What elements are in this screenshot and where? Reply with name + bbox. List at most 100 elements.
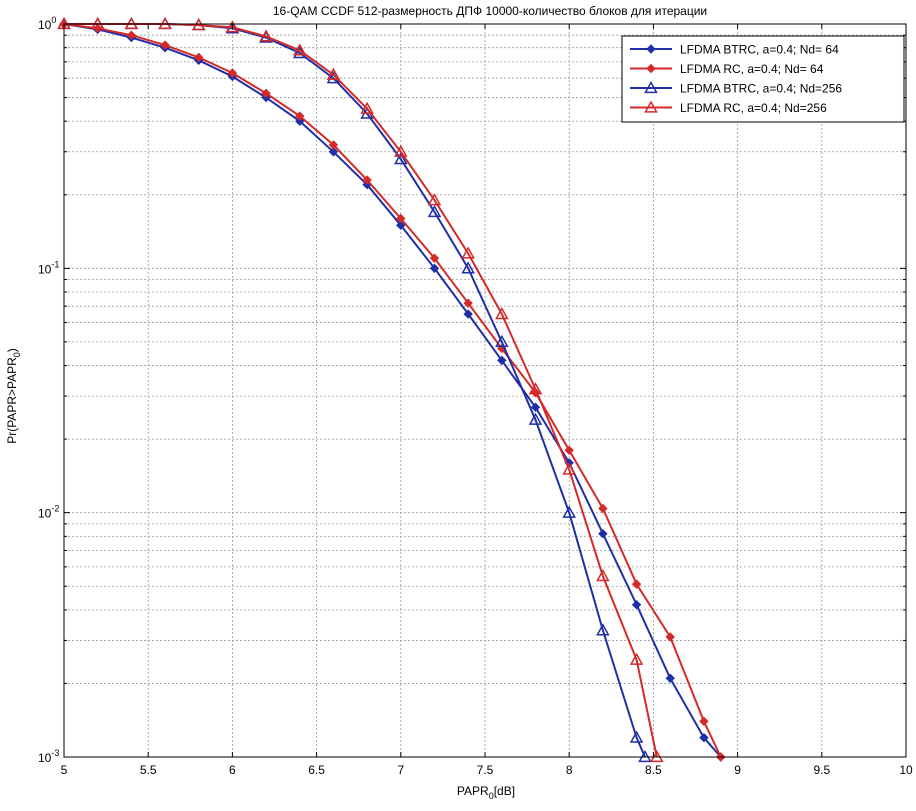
data-point (292, 43, 307, 56)
y-tick-exponent: -3 (51, 748, 59, 758)
x-axis-label: PAPR0[dB] (457, 784, 515, 801)
data-point (631, 600, 642, 610)
data-point (126, 30, 137, 40)
y-tick-label: 10-3 (38, 748, 59, 765)
legend-marker (646, 63, 656, 74)
y-tick-label: 100 (38, 15, 56, 32)
x-tick-label: 6 (229, 763, 236, 777)
y-axis-label-close: ) (5, 348, 19, 352)
data-point (530, 402, 541, 412)
y-axis-label-sub: 0 (12, 352, 22, 357)
y-tick-base: 10 (38, 751, 52, 765)
x-tick-label: 9.5 (813, 763, 830, 777)
legend-entry: LFDMA BTRC, a=0.4; Nd= 64 (630, 43, 839, 57)
data-point (194, 52, 204, 63)
data-point (328, 147, 339, 157)
data-point (665, 673, 675, 683)
data-point (564, 445, 574, 456)
legend-marker (644, 80, 658, 94)
x-tick-label: 9 (734, 763, 741, 777)
legend-label: LFDMA BTRC, a=0.4; Nd= 64 (680, 43, 839, 57)
data-point (497, 355, 507, 366)
data-point (598, 503, 608, 514)
data-point (427, 204, 442, 218)
data-point (124, 16, 139, 30)
data-point (629, 730, 644, 743)
data-point (259, 29, 273, 42)
data-point (328, 140, 339, 150)
data-point (191, 18, 206, 31)
data-point (598, 529, 608, 539)
x-tick-label: 7.5 (477, 763, 494, 777)
series-2 (59, 19, 726, 762)
data-point (160, 40, 170, 50)
y-tick-base: 10 (38, 507, 52, 521)
x-tick-label: 5 (61, 763, 68, 777)
y-tick-base: 10 (38, 18, 52, 32)
data-point (394, 152, 408, 165)
data-point (360, 101, 374, 114)
y-tick-exponent: -2 (51, 504, 59, 514)
data-point (429, 263, 440, 274)
data-point (649, 749, 664, 763)
data-point (562, 505, 576, 518)
data-point (261, 88, 271, 99)
data-point (225, 20, 240, 33)
legend-label: LFDMA RC, a=0.4; Nd= 64 (680, 62, 824, 76)
x-tick-label: 10 (899, 763, 913, 777)
x-tick-label: 6.5 (308, 763, 325, 777)
data-point (562, 462, 576, 475)
data-point (394, 144, 408, 157)
legend-entry: LFDMA RC, a=0.4; Nd=256 (630, 100, 827, 115)
data-point (227, 68, 238, 78)
data-point (463, 298, 473, 308)
legend-marker (644, 100, 658, 113)
data-point (429, 253, 440, 263)
data-point (528, 412, 543, 425)
data-point (638, 749, 652, 763)
legend-entry: LFDMA RC, a=0.4; Nd= 64 (630, 62, 824, 76)
data-point (665, 632, 675, 642)
legend-marker (646, 44, 656, 54)
legend-label: LFDMA BTRC, a=0.4; Nd=256 (680, 82, 842, 96)
legend: LFDMA BTRC, a=0.4; Nd= 64 LFDMA RC, a=0.4… (621, 35, 905, 123)
data-point (461, 246, 475, 259)
data-point (463, 309, 473, 319)
data-point (596, 569, 610, 582)
data-point (631, 579, 642, 589)
data-point (495, 334, 509, 348)
data-point (362, 175, 372, 185)
data-point (295, 116, 305, 126)
x-axis-label-sub: 0 (489, 791, 494, 801)
data-point (396, 220, 406, 231)
y-tick-label: 10-2 (38, 504, 59, 521)
y-axis-label-main: Pr(PAPR>PAPR (5, 357, 19, 444)
chart-title: 16-QAM CCDF 512-размерность ДПФ 10000-ко… (273, 4, 707, 18)
x-tick-label: 8 (566, 763, 573, 777)
data-point (158, 16, 172, 30)
data-point (528, 382, 543, 395)
y-tick-exponent: 0 (51, 15, 56, 25)
data-point (495, 307, 509, 320)
data-point (461, 261, 475, 274)
data-point (699, 716, 709, 727)
x-tick-label: 7 (397, 763, 404, 777)
y-tick-base: 10 (38, 262, 52, 276)
data-point (596, 623, 610, 636)
y-axis-label: Pr(PAPR>PAPR0) (5, 348, 22, 444)
data-point (629, 652, 644, 665)
data-point (396, 213, 406, 224)
legend-entry: LFDMA BTRC, a=0.4; Nd=256 (630, 80, 842, 96)
x-tick-label: 5.5 (140, 763, 157, 777)
x-axis-label-main: PAPR (457, 784, 489, 798)
data-point (326, 67, 341, 80)
data-point (90, 16, 105, 30)
legend-label: LFDMA RC, a=0.4; Nd=256 (680, 101, 827, 115)
x-tick-label: 8.5 (645, 763, 662, 777)
data-point (427, 193, 442, 206)
y-tick-exponent: -1 (51, 259, 59, 269)
